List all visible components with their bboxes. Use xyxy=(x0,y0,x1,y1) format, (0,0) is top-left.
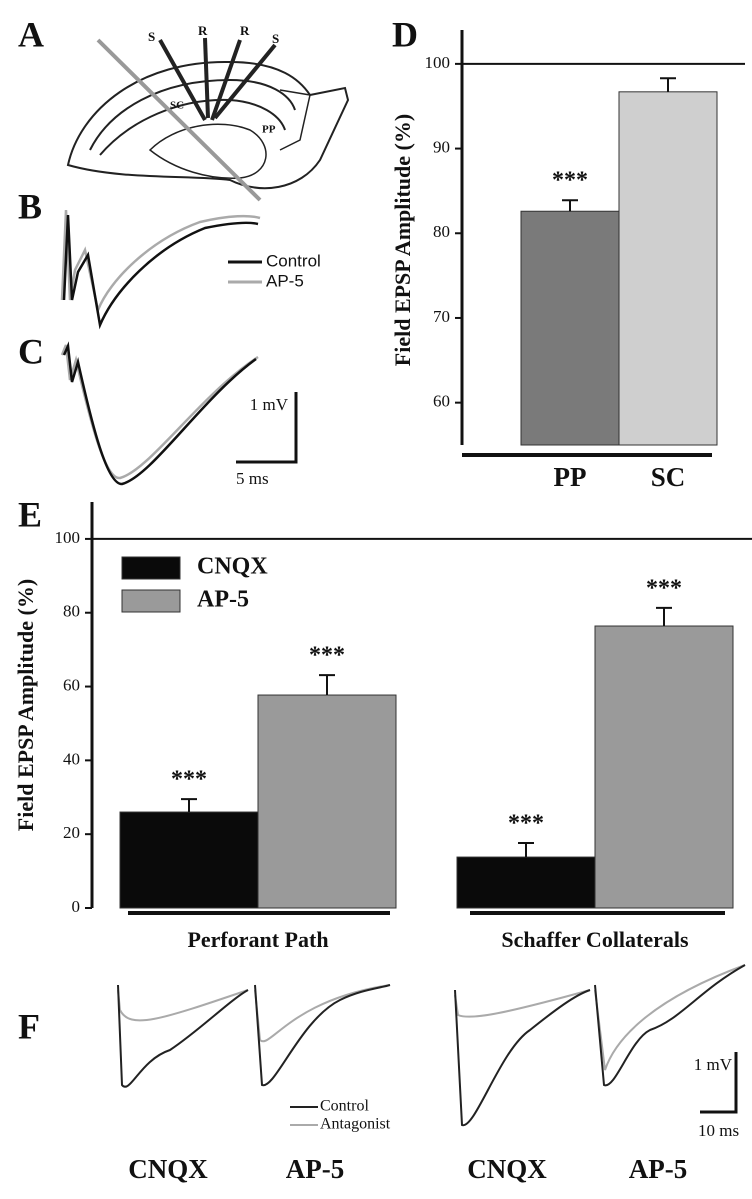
electrode-label: R xyxy=(198,23,208,38)
scale-label: 10 ms xyxy=(698,1121,739,1140)
bar xyxy=(456,856,596,909)
bar xyxy=(594,625,734,909)
scale-bar xyxy=(700,1052,738,1114)
error-bar xyxy=(319,674,335,696)
bar xyxy=(618,91,718,446)
legend-label: Control xyxy=(266,251,321,270)
y-axis-label: Field EPSP Amplitude (%) xyxy=(13,579,38,831)
legend-label: Antagonist xyxy=(320,1116,391,1133)
legend-label: AP-5 xyxy=(266,271,304,290)
bar xyxy=(520,210,620,446)
trace xyxy=(62,214,259,330)
error-bar xyxy=(562,199,578,212)
y-tick-label: 80 xyxy=(63,602,80,621)
traces-f xyxy=(117,964,746,1127)
x-tick-label: Schaffer Collaterals xyxy=(501,927,689,952)
scale-label: 1 mV xyxy=(250,395,289,414)
scale-label: 1 mV xyxy=(694,1055,733,1074)
legend-label: AP-5 xyxy=(197,587,249,613)
y-tick-label: 20 xyxy=(63,823,80,842)
y-axis-label: Field EPSP Amplitude (%) xyxy=(390,114,415,366)
panel-label: B xyxy=(18,186,42,226)
bar xyxy=(119,811,259,909)
x-tick-label: Perforant Path xyxy=(187,927,328,952)
y-tick-label: 60 xyxy=(63,675,80,694)
y-tick-label: 100 xyxy=(425,53,451,72)
error-bar xyxy=(656,606,672,627)
y-tick-label: 40 xyxy=(63,749,80,768)
significance-label: *** xyxy=(309,643,345,669)
panel-label: A xyxy=(18,14,44,54)
x-tick-label: PP xyxy=(554,462,587,492)
y-tick-label: 60 xyxy=(433,392,450,411)
legend-swatch xyxy=(121,556,181,580)
panel-label: D xyxy=(392,14,418,54)
legend-label: Control xyxy=(320,1098,369,1115)
y-tick-label: 70 xyxy=(433,307,450,326)
legend-label: CNQX xyxy=(197,554,268,580)
electrode-label: S xyxy=(148,29,155,44)
trace-label: AP-5 xyxy=(629,1154,687,1184)
electrode-label: R xyxy=(240,23,250,38)
significance-label: *** xyxy=(646,575,682,601)
trace xyxy=(62,341,257,486)
error-bar xyxy=(518,842,534,858)
x-tick-label: SC xyxy=(651,462,686,492)
trace-label: CNQX xyxy=(467,1154,547,1184)
hippocampus-sketch xyxy=(66,37,350,202)
panel-label: E xyxy=(18,494,42,534)
significance-label: *** xyxy=(171,767,207,793)
significance-label: *** xyxy=(508,811,544,837)
panel-label: C xyxy=(18,331,44,371)
trace xyxy=(60,344,259,480)
bar xyxy=(257,694,397,909)
error-bar xyxy=(660,77,676,92)
region-label: PP xyxy=(262,124,276,136)
y-tick-label: 90 xyxy=(433,137,450,156)
scale-label: 5 ms xyxy=(236,469,269,488)
region-label: SC xyxy=(170,100,184,112)
trace-label: AP-5 xyxy=(286,1154,344,1184)
significance-label: *** xyxy=(552,168,588,194)
y-tick-label: 100 xyxy=(55,528,81,547)
y-tick-label: 80 xyxy=(433,222,450,241)
panel-label: F xyxy=(18,1006,40,1046)
legend-swatch xyxy=(121,589,181,613)
error-bar xyxy=(181,798,197,813)
scale-bar xyxy=(236,392,298,464)
electrode-label: S xyxy=(272,31,279,46)
y-tick-label: 0 xyxy=(72,897,81,916)
trace-label: CNQX xyxy=(128,1154,208,1184)
